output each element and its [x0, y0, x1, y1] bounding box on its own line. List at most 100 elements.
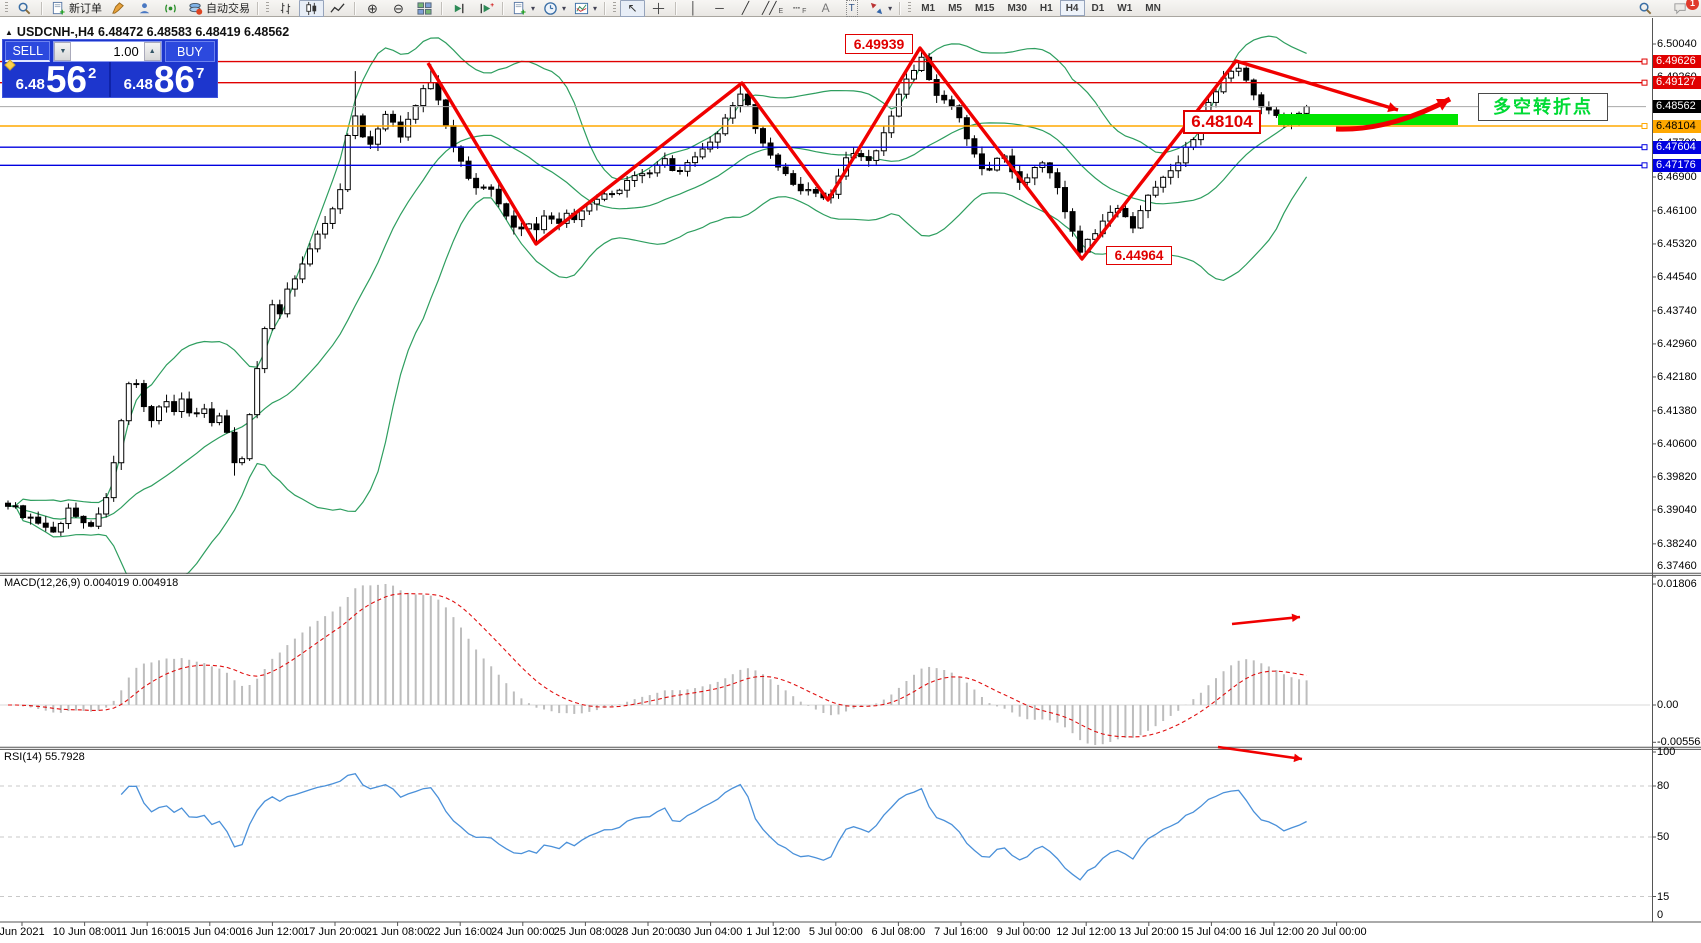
- tab-timeframe-m15[interactable]: M15: [975, 2, 995, 14]
- auto-scroll-icon[interactable]: [447, 0, 472, 17]
- chat-icon[interactable]: 1: [1668, 0, 1699, 17]
- templates-button[interactable]: ▾: [570, 0, 600, 17]
- volume-stepper: ▼ 1.00 ▲: [53, 41, 162, 62]
- macd-scale-label: 0.01806: [1657, 578, 1697, 591]
- price-level-label: 6.47176: [1653, 158, 1701, 172]
- trendline-icon[interactable]: ╱: [741, 0, 750, 15]
- time-axis-label: 1 Jul 12:00: [746, 926, 801, 938]
- market-watch-icon[interactable]: [12, 0, 37, 17]
- tab-timeframe-mn[interactable]: MN: [1145, 2, 1161, 14]
- time-axis-label: 16 Jun 12:00: [240, 926, 305, 938]
- highlighter-icon[interactable]: [106, 0, 131, 17]
- cursor-icon[interactable]: ↖: [620, 0, 646, 17]
- volume-value[interactable]: 1.00: [113, 44, 139, 59]
- chart-shift-icon[interactable]: [473, 0, 498, 17]
- indicators-button[interactable]: ▾: [508, 0, 538, 17]
- price-tick-label: 6.39040: [1657, 503, 1697, 516]
- pivot-price-label[interactable]: 6.48104: [1183, 110, 1261, 134]
- toolbar-grip[interactable]: [266, 2, 269, 14]
- time-axis-label: 5 Jul 00:00: [808, 926, 863, 938]
- crosshair-icon[interactable]: [646, 0, 671, 17]
- time-axis-label: 15 Jun 04:00: [177, 926, 242, 938]
- bar-chart-icon[interactable]: [273, 0, 298, 17]
- notification-badge: 1: [1686, 0, 1699, 10]
- vertical-line-icon[interactable]: │: [689, 0, 698, 15]
- time-axis-label: 6 Jul 08:00: [871, 926, 926, 938]
- swing-low-price-label[interactable]: 6.44964: [1106, 246, 1172, 265]
- fibonacci-icon[interactable]: ┄ F: [792, 0, 807, 15]
- price-tick-label: 6.37460: [1657, 560, 1697, 572]
- rsi-scale-label: 0: [1657, 909, 1664, 921]
- time-axis-label: 17 Jun 20:00: [303, 926, 367, 938]
- add-indicator-icon: [511, 1, 528, 16]
- one-click-trading-panel: SELL ▼ 1.00 ▲ BUY 6.48 56 2 6.48 86 7: [2, 39, 218, 98]
- time-axis-label: 15 Jul 04:00: [1181, 926, 1242, 938]
- new-order-button[interactable]: 新订单: [47, 0, 105, 17]
- swing-high-price-label[interactable]: 6.49939: [845, 34, 913, 54]
- candlestick-chart-icon[interactable]: [299, 0, 324, 17]
- line-chart-icon[interactable]: [325, 0, 350, 17]
- sell-button[interactable]: SELL: [5, 41, 51, 62]
- tab-timeframe-d1[interactable]: D1: [1091, 2, 1105, 14]
- time-axis-label: 21 Jun 08:00: [365, 926, 430, 938]
- sell-price-prefix: 6.48: [15, 76, 45, 93]
- arrows-tool-icon[interactable]: ▾: [865, 0, 895, 17]
- time-axis-label: 22 Jun 16:00: [428, 926, 492, 938]
- buy-button[interactable]: BUY: [164, 41, 216, 62]
- time-axis-label: 12 Jul 12:00: [1056, 926, 1117, 938]
- new-order-label: 新订单: [69, 3, 102, 15]
- text-tool-icon[interactable]: A: [821, 0, 830, 15]
- autotrade-label: 自动交易: [206, 3, 250, 15]
- toolbar-separator: [899, 1, 902, 15]
- time-axis-label: 16 Jul 12:00: [1244, 926, 1304, 938]
- price-level-label: 6.49626: [1653, 55, 1701, 69]
- time-axis-label: 20 Jul 00:00: [1306, 926, 1367, 938]
- zoom-in-icon[interactable]: ⊕: [367, 0, 378, 16]
- autotrade-button[interactable]: 自动交易: [184, 0, 253, 17]
- chart-canvas[interactable]: [0, 18, 1701, 943]
- volume-increase-button[interactable]: ▲: [143, 42, 161, 61]
- template-chart-icon: [573, 1, 590, 16]
- tab-timeframe-m5[interactable]: M5: [948, 2, 962, 14]
- sell-price-pip: 2: [88, 65, 97, 82]
- periods-button[interactable]: ▾: [539, 0, 569, 17]
- price-tick-label: 6.38240: [1657, 537, 1697, 550]
- toolbar-separator: [354, 1, 356, 15]
- toolbar-grip[interactable]: [5, 2, 8, 14]
- tab-timeframe-m1[interactable]: M1: [921, 2, 936, 14]
- tab-timeframe-h1[interactable]: H1: [1039, 2, 1053, 14]
- price-level-label: 6.48104: [1653, 119, 1701, 133]
- signal-icon[interactable]: [158, 0, 183, 17]
- time-axis-label: 10 Jun 08:00: [52, 926, 117, 938]
- volume-decrease-button[interactable]: ▼: [54, 42, 72, 61]
- horizontal-line-icon[interactable]: ─: [715, 0, 724, 15]
- chart-title: ▲ USDCNH-,H4 6.48472 6.48583 6.48419 6.4…: [5, 25, 289, 39]
- profile-icon[interactable]: [132, 0, 157, 17]
- price-tick-label: 6.41380: [1657, 404, 1697, 417]
- turning-point-text-label[interactable]: 多空转折点: [1478, 93, 1608, 121]
- tab-timeframe-m30[interactable]: M30: [1007, 2, 1027, 14]
- time-axis-label: 25 Jun 08:00: [553, 926, 618, 938]
- chart-symbol-period: USDCNH-,H4: [16, 25, 95, 39]
- toolbar-grip[interactable]: [908, 2, 912, 14]
- tile-windows-icon[interactable]: [412, 0, 437, 17]
- toolbar-separator: [604, 1, 607, 15]
- rsi-scale-label: 100: [1657, 746, 1676, 758]
- text-label-tool-icon[interactable]: T: [839, 0, 864, 17]
- sell-price[interactable]: 6.48 56 2: [3, 61, 111, 98]
- time-axis-label: 11 Jun 16:00: [115, 926, 179, 938]
- time-axis-label: 30 Jun 04:00: [678, 926, 743, 938]
- new-order-icon: [50, 1, 67, 16]
- zoom-out-icon[interactable]: ⊖: [393, 0, 404, 16]
- search-icon[interactable]: [1633, 0, 1658, 17]
- macd-scale-label: -0.005568: [1657, 736, 1701, 749]
- toolbar-grip[interactable]: [613, 2, 617, 14]
- price-tick-label: 6.39820: [1657, 470, 1697, 483]
- time-axis-label: 13 Jul 20:00: [1118, 926, 1179, 938]
- buy-price[interactable]: 6.48 86 7: [111, 61, 217, 98]
- toolbar-separator: [257, 1, 259, 15]
- equidistant-channel-icon[interactable]: ╱╱ E: [762, 0, 784, 15]
- timeframe-bar: M1 M5 M15 M30 H1 H4 D1 W1 MN: [915, 0, 1167, 16]
- tab-timeframe-h4[interactable]: H4: [1059, 0, 1085, 16]
- tab-timeframe-w1[interactable]: W1: [1117, 2, 1133, 14]
